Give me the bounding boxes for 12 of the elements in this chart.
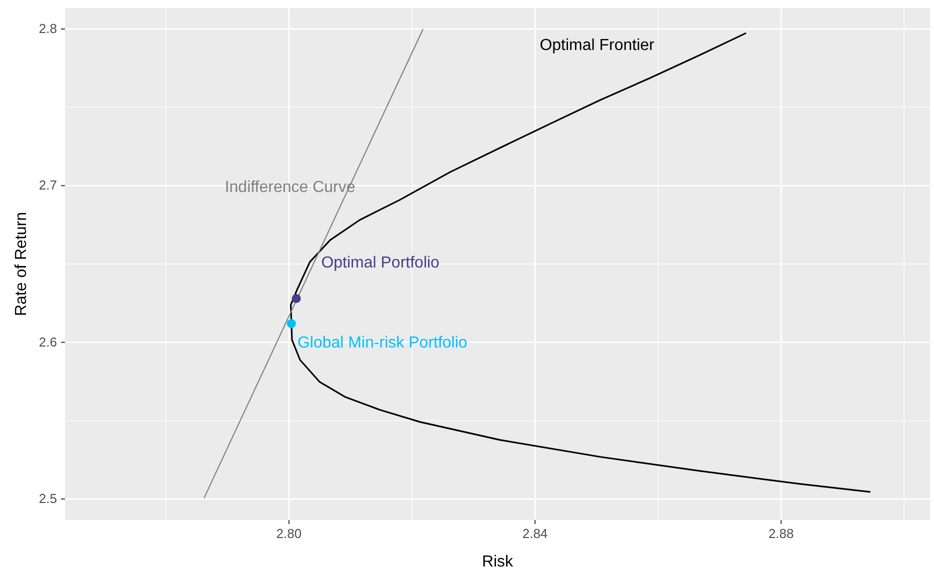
y-tick-label: 2.7 xyxy=(38,178,57,193)
y-axis-title: Rate of Return xyxy=(13,212,30,316)
y-tick-label: 2.5 xyxy=(38,491,57,506)
text: Optimal Portfolio xyxy=(321,254,440,272)
series-label: Global Min-risk Portfolio xyxy=(297,334,468,352)
x-tick-label: 2.84 xyxy=(522,526,548,541)
x-axis-title: Risk xyxy=(482,553,514,570)
y-tick-label: 2.8 xyxy=(38,20,57,36)
series-label: Optimal Frontier xyxy=(540,37,656,54)
x-tick-label: 2.88 xyxy=(768,526,794,541)
y-tick-label: 2.6 xyxy=(38,334,57,350)
x-tick-label: 2.80 xyxy=(276,526,302,541)
